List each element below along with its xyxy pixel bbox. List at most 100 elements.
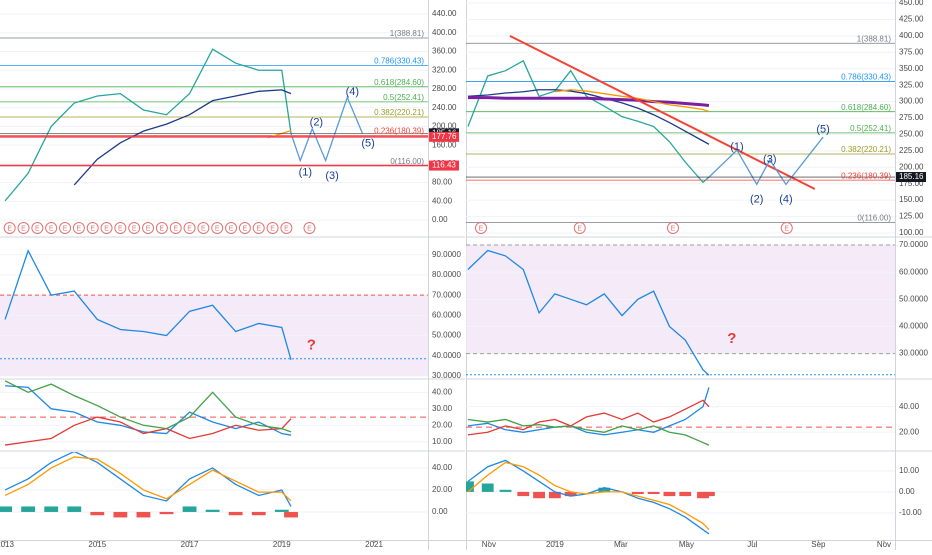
y-tick-label: 200.00 bbox=[432, 122, 457, 131]
event-label: E bbox=[243, 225, 248, 232]
event-marker bbox=[169, 222, 182, 234]
event-label: E bbox=[104, 225, 109, 232]
event-label: E bbox=[77, 225, 82, 232]
pane-labels: 40.00 20.00 0.00 bbox=[432, 463, 453, 516]
histogram-bar bbox=[90, 511, 105, 516]
histogram-bar bbox=[533, 491, 546, 499]
histogram-bar bbox=[21, 506, 36, 512]
histogram-bar bbox=[564, 491, 577, 497]
histogram-bar bbox=[136, 511, 151, 518]
event-marker bbox=[86, 222, 99, 234]
event-marker bbox=[475, 222, 488, 234]
y-tick-label: 30.00 bbox=[432, 404, 453, 413]
x-tick-label: 2013 bbox=[0, 540, 15, 549]
histogram-bar bbox=[499, 489, 512, 492]
series-line bbox=[467, 96, 710, 108]
event-marker bbox=[45, 222, 58, 234]
y-tick-label: 20.00 bbox=[432, 420, 453, 429]
histogram-bar bbox=[517, 491, 530, 497]
fib-label: 0.618(284.60) bbox=[374, 78, 424, 87]
annotation: (1) bbox=[730, 141, 743, 153]
y-tick-label: 30.0000 bbox=[899, 349, 928, 358]
pane bbox=[466, 387, 895, 446]
event-marker bbox=[573, 222, 586, 234]
fib-label: 0.618(284.60) bbox=[841, 103, 891, 112]
series-line bbox=[290, 95, 364, 163]
pane bbox=[0, 249, 428, 377]
event-marker bbox=[114, 222, 127, 234]
annotation: (2) bbox=[750, 193, 763, 205]
fib-label: 1(388.81) bbox=[390, 29, 425, 38]
event-label: E bbox=[671, 225, 676, 232]
pane-labels: 40.00 20.00 bbox=[899, 402, 920, 437]
y-tick-label: 300.00 bbox=[899, 97, 924, 106]
y-tick-label: 40.00 bbox=[899, 402, 920, 411]
y-tick-label: 10.00 bbox=[899, 466, 920, 475]
event-label: E bbox=[577, 225, 582, 232]
fib-label: 0.382(220.21) bbox=[374, 108, 424, 117]
y-tick-label: 90.0000 bbox=[432, 250, 461, 259]
x-tick-label: 2019 bbox=[273, 540, 291, 549]
y-tick-label: 225.00 bbox=[899, 146, 924, 155]
event-marker bbox=[59, 222, 72, 234]
event-marker bbox=[31, 222, 44, 234]
event-marker bbox=[183, 222, 196, 234]
event-label: E bbox=[284, 225, 289, 232]
series-line bbox=[467, 59, 710, 184]
event-label: E bbox=[270, 225, 275, 232]
series-line bbox=[467, 249, 710, 376]
event-marker bbox=[238, 222, 251, 234]
event-label: E bbox=[256, 225, 261, 232]
histogram-bar bbox=[284, 511, 298, 518]
series-line bbox=[467, 399, 710, 436]
y-tick-label: 360.00 bbox=[432, 47, 457, 56]
fib-label: 0.382(220.21) bbox=[841, 145, 891, 154]
series-line bbox=[708, 136, 824, 186]
event-marker bbox=[100, 222, 113, 234]
y-tick-label: 10.00 bbox=[432, 437, 453, 446]
y-tick-label: 0.00 bbox=[432, 215, 448, 224]
y-tick-label: 0.00 bbox=[432, 507, 448, 516]
series-line bbox=[509, 34, 816, 190]
y-tick-label: 40.0000 bbox=[899, 322, 928, 331]
pane-labels: 440.00 400.00 360.00 320.00 280.00 240.00 200.… bbox=[7, 9, 459, 232]
event-label: E bbox=[35, 225, 40, 232]
x-tick-label: Nov bbox=[482, 540, 496, 549]
y-tick-label: 40.00 bbox=[432, 387, 453, 396]
annotation: (4) bbox=[346, 86, 359, 98]
pane-labels: 40.00 30.00 20.00 10.00 bbox=[432, 387, 453, 445]
histogram-bar bbox=[631, 491, 644, 495]
event-label: E bbox=[63, 225, 68, 232]
x-tick-label: Mar bbox=[614, 540, 628, 549]
series-line bbox=[4, 380, 292, 433]
pane bbox=[466, 459, 895, 535]
pane bbox=[0, 380, 428, 446]
event-marker bbox=[666, 222, 679, 234]
annotation: (3) bbox=[763, 153, 776, 165]
event-label: E bbox=[307, 225, 312, 232]
y-tick-label: 200.00 bbox=[899, 162, 924, 171]
series-line bbox=[4, 416, 292, 446]
y-tick-label: 325.00 bbox=[899, 80, 924, 89]
fib-label: 0.786(330.43) bbox=[841, 73, 891, 82]
y-tick-label: 250.00 bbox=[899, 130, 924, 139]
y-tick-label: 30.0000 bbox=[432, 371, 461, 380]
event-label: E bbox=[173, 225, 178, 232]
event-label: E bbox=[479, 225, 484, 232]
event-marker bbox=[155, 222, 168, 234]
event-label: E bbox=[187, 225, 192, 232]
y-tick-label: 0.00 bbox=[899, 487, 915, 496]
y-tick-label: 40.00 bbox=[432, 463, 453, 472]
y-tick-label: -10.00 bbox=[899, 508, 922, 517]
y-tick-label: 40.00 bbox=[432, 196, 453, 205]
pane-labels: 450.00 425.00 400.00 375.00 350.00 325.00 300.… bbox=[479, 0, 926, 237]
histogram-bar bbox=[251, 511, 266, 516]
y-tick-label: 450.00 bbox=[899, 0, 924, 7]
pane bbox=[466, 2, 895, 234]
series-line bbox=[73, 89, 292, 186]
event-marker bbox=[211, 222, 224, 234]
fib-label: 0.236(180.39) bbox=[374, 127, 424, 136]
histogram-bar bbox=[182, 506, 197, 512]
fib-label: 0.5(252.41) bbox=[850, 124, 891, 133]
